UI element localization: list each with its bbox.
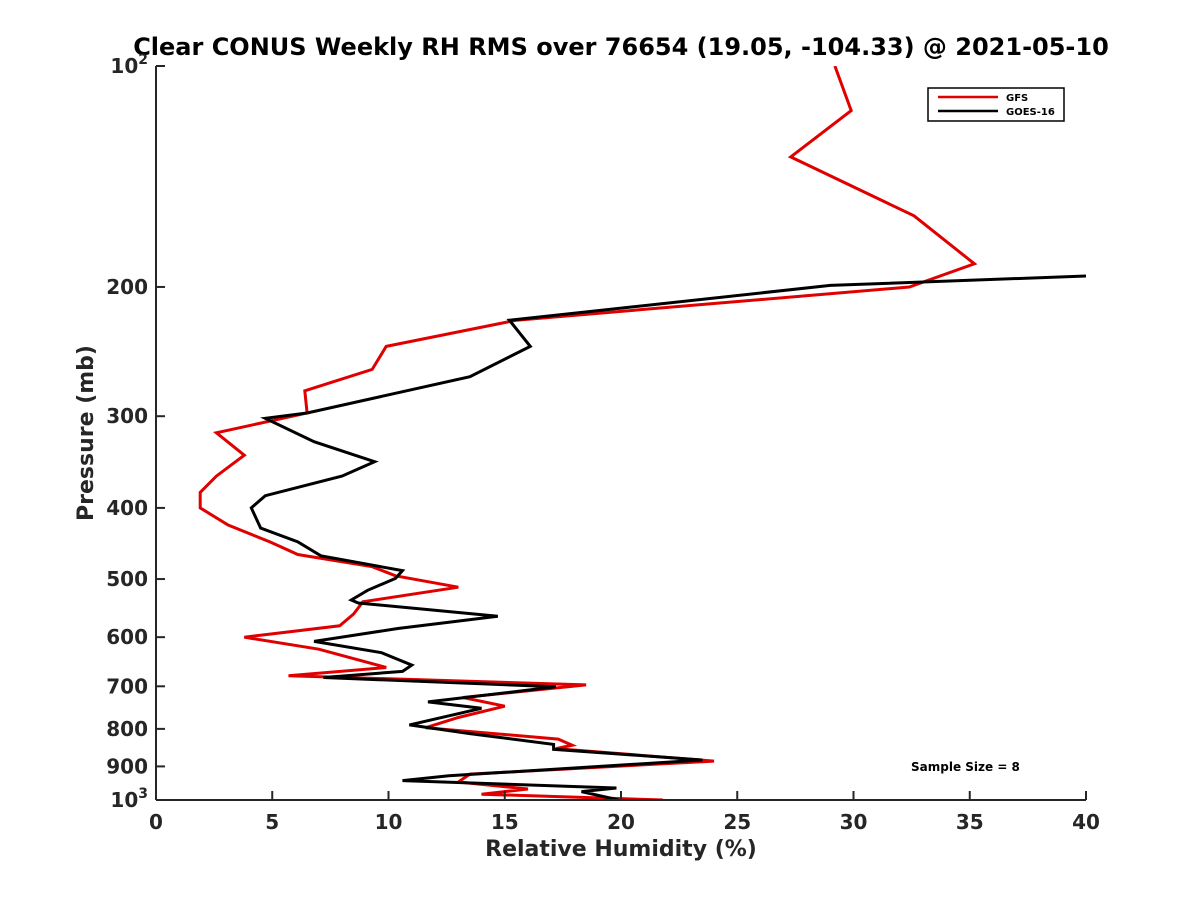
legend-box <box>927 87 1065 122</box>
y-tick-label: 102 <box>110 52 148 78</box>
x-tick-label: 35 <box>956 810 984 834</box>
y-tick-label: 800 <box>106 717 148 741</box>
x-tick-label: 15 <box>491 810 519 834</box>
x-tick-label: 25 <box>723 810 751 834</box>
y-tick-label: 300 <box>106 404 148 428</box>
chart-title: Clear CONUS Weekly RH RMS over 76654 (19… <box>133 33 1109 61</box>
y-tick-label: 700 <box>106 674 148 698</box>
series-layer <box>198 66 1086 800</box>
y-tick-label: 103 <box>110 786 148 812</box>
x-tick-label: 10 <box>375 810 403 834</box>
x-axis-ticks: 0 5 10 15 20 25 30 35 40 <box>149 791 1100 834</box>
x-tick-label: 40 <box>1072 810 1100 834</box>
x-tick-label: 0 <box>149 810 163 834</box>
legend-label-goes16: GOES-16 <box>1006 107 1055 118</box>
y-tick-label: 600 <box>106 625 148 649</box>
series-line-gfs <box>198 66 978 800</box>
y-tick-label: 400 <box>106 496 148 520</box>
x-tick-label: 5 <box>265 810 279 834</box>
y-axis-label: Pressure (mb) <box>74 345 99 521</box>
legend-label-gfs: GFS <box>1006 93 1028 104</box>
y-tick-label: 500 <box>106 567 148 591</box>
x-tick-label: 20 <box>607 810 635 834</box>
plot-area: 0 5 10 15 20 25 30 35 40 102 200 300 400 500 600 700 80… <box>106 52 1100 834</box>
sample-size-annotation: Sample Size = 8 <box>911 760 1020 774</box>
series-line-goes16 <box>249 274 1086 800</box>
x-tick-label: 30 <box>840 810 868 834</box>
y-axis-ticks: 102 200 300 400 500 600 700 800 900 103 <box>106 52 165 812</box>
y-tick-label: 900 <box>106 754 148 778</box>
legend: GFS GOES-16 <box>927 87 1065 122</box>
y-tick-label: 200 <box>106 275 148 299</box>
x-axis-label: Relative Humidity (%) <box>485 837 757 862</box>
